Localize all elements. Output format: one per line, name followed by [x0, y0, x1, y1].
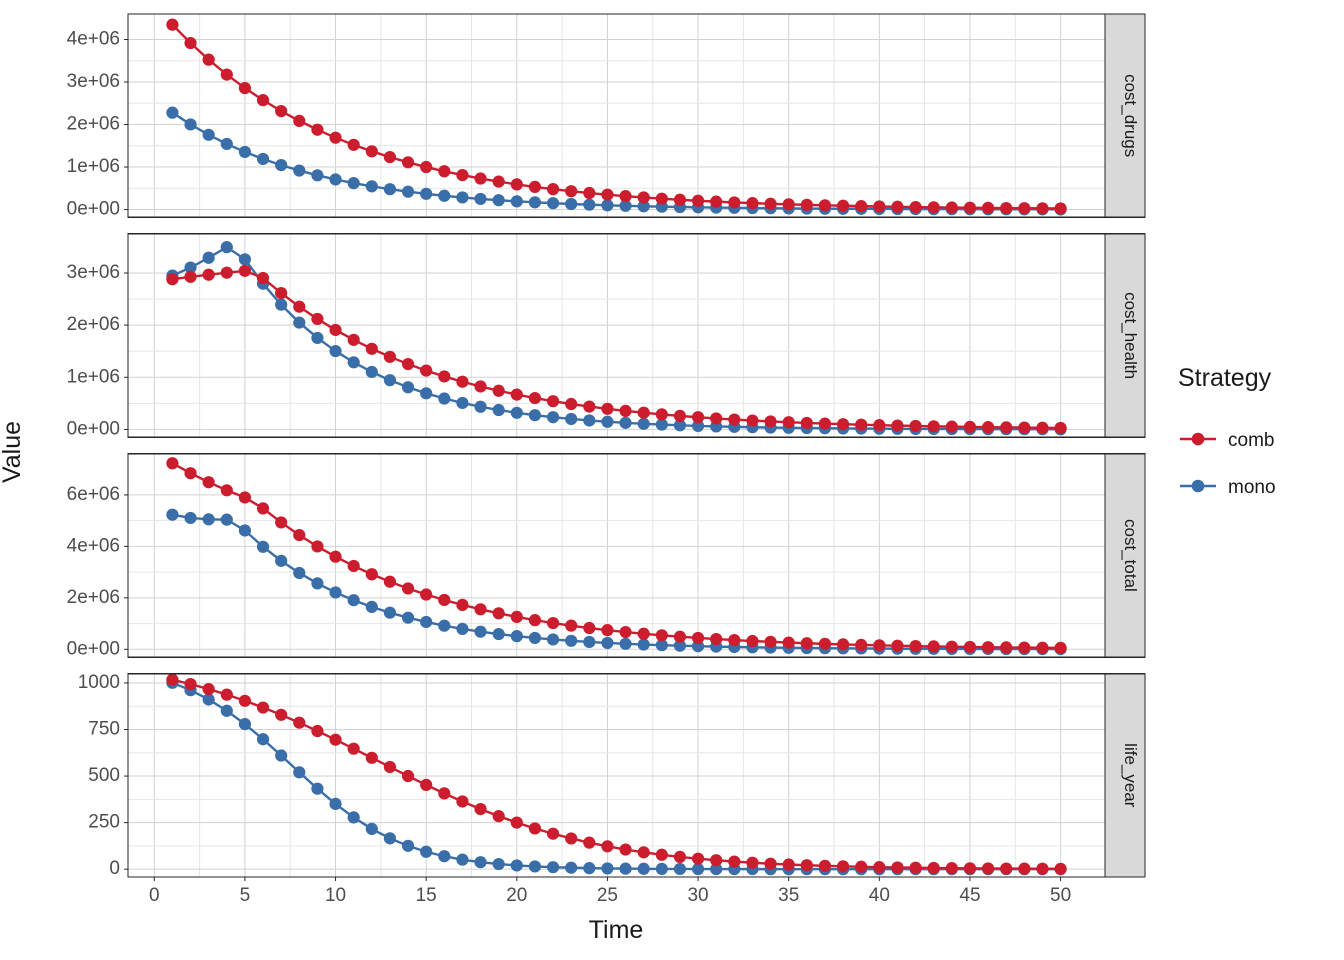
svg-text:500: 500 — [88, 765, 120, 786]
svg-text:Value: Value — [0, 421, 26, 483]
svg-text:comb: comb — [1228, 430, 1274, 451]
svg-text:2e+06: 2e+06 — [67, 114, 120, 135]
svg-text:4e+06: 4e+06 — [67, 535, 120, 556]
svg-text:35: 35 — [778, 885, 799, 906]
svg-text:250: 250 — [88, 812, 120, 833]
svg-text:45: 45 — [959, 885, 980, 906]
svg-text:1e+06: 1e+06 — [67, 366, 120, 387]
svg-text:10: 10 — [325, 885, 346, 906]
svg-text:0: 0 — [109, 858, 120, 879]
svg-text:cost_drugs: cost_drugs — [1121, 74, 1140, 157]
svg-text:30: 30 — [687, 885, 708, 906]
svg-text:cost_total: cost_total — [1121, 519, 1140, 592]
svg-text:40: 40 — [869, 885, 890, 906]
svg-text:6e+06: 6e+06 — [67, 484, 120, 505]
svg-text:life_year: life_year — [1121, 743, 1140, 808]
svg-text:50: 50 — [1050, 885, 1071, 906]
svg-text:3e+06: 3e+06 — [67, 71, 120, 92]
svg-text:3e+06: 3e+06 — [67, 262, 120, 283]
svg-text:25: 25 — [597, 885, 618, 906]
svg-text:20: 20 — [506, 885, 527, 906]
svg-text:2e+06: 2e+06 — [67, 587, 120, 608]
svg-text:0: 0 — [149, 885, 160, 906]
svg-text:cost_health: cost_health — [1121, 292, 1140, 379]
svg-text:5: 5 — [240, 885, 251, 906]
svg-text:0e+00: 0e+00 — [67, 418, 120, 439]
svg-text:750: 750 — [88, 719, 120, 740]
svg-text:1e+06: 1e+06 — [67, 156, 120, 177]
svg-text:mono: mono — [1228, 477, 1276, 498]
svg-text:0e+00: 0e+00 — [67, 638, 120, 659]
svg-text:Time: Time — [589, 916, 644, 944]
svg-text:15: 15 — [416, 885, 437, 906]
svg-text:0e+00: 0e+00 — [67, 199, 120, 220]
svg-text:4e+06: 4e+06 — [67, 29, 120, 50]
svg-text:1000: 1000 — [78, 672, 120, 693]
svg-text:Strategy: Strategy — [1178, 364, 1272, 392]
svg-text:2e+06: 2e+06 — [67, 314, 120, 335]
